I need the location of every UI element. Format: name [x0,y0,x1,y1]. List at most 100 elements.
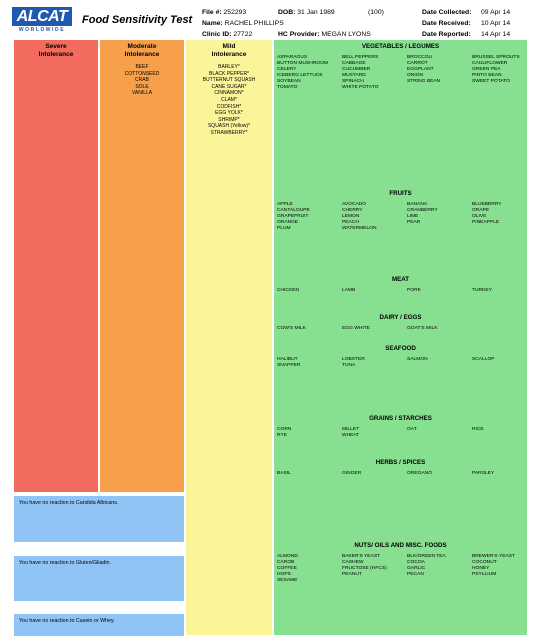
food-item: ALMOND [277,554,298,559]
food-item: COW'S MILK [277,326,306,331]
section-title-dairy-eggs: DAIRY / EGGS [379,314,422,321]
patient-name: RACHEL PHILLIPS [224,20,284,27]
food-item: PEANUT [342,572,362,577]
date-received: 10 Apr 14 [481,20,511,27]
logo-subtitle: WORLDWIDE [18,27,66,33]
food-item: STRING BEAN [407,79,441,84]
food-item: HOPS [277,572,291,577]
section-items-herbs-spices: BASIL GINGER OREGANO PARSLEY [277,471,527,477]
food-item: PORK [407,288,421,293]
food-item: MUSTARD [342,73,366,78]
section-items-fruits: APPLE AVOCADO BANANA BLUEBERRY CANTALOUPE CHE… [277,202,527,232]
food-item: OREGANO [407,471,433,476]
provider-label: HC Provider: MEGAN LYONS [278,31,371,38]
food-item: OAT [407,427,417,432]
food-item: CORN [277,427,292,432]
candida-note: You have no reaction to Candida Albicans… [14,496,184,542]
code-value: (100) [368,9,384,16]
food-item: PEAR [407,220,421,225]
food-item: COCONUT [472,560,497,565]
acceptable-foods-column: VEGETABLES / LEGUMES ASPARAGUS BELL PEPPER… [274,40,527,635]
food-item: PINEAPPLE [472,220,500,225]
mild-food-item: BARLEY* [218,64,240,70]
food-item: PEACH [342,220,359,225]
moderate-food-item: CRAB [135,77,149,84]
casein-note: You have no reaction to Casein or Whey. [14,614,184,636]
food-item: RYE [277,433,287,438]
mild-food-list: BARLEY* BLACK PEPPER* BUTTERNUT SQUASH CANE… [186,64,272,137]
food-item: OLIVE [472,214,487,219]
report-title: Food Sensitivity Test [82,14,193,26]
date-reported-label: Date Reported: [422,31,471,38]
food-item: SPINACH [342,79,364,84]
food-item: SOYBEAN [277,79,301,84]
food-item: MILLET [342,427,360,432]
dob-label: DOB: 31 Jan 1989 [278,9,335,16]
section-title-nuts-oils-and-misc-foods: NUTS/ OILS AND MISC. FOODS [354,542,447,549]
mild-food-item: CLAM* [221,96,237,103]
food-item: HALIBUT [277,357,298,362]
moderate-intolerance-column: Moderate Intolerance BEEF COTTONSEED CRAB S… [100,40,184,492]
food-item: HONEY [472,566,490,571]
food-item: SWEET POTATO [472,79,510,84]
food-item: BANANA [407,202,428,207]
food-item: FRUCTOSE (HFCS) [342,566,387,571]
provider-name: MEGAN LYONS [321,31,371,38]
date-collected-label: Date Collected: [422,9,472,16]
food-item: PARSLEY [472,471,495,476]
food-item: SNAPPER [277,363,301,368]
food-item: BASIL [277,471,291,476]
gluten-note: You have no reaction to Gluten/Gliadin. [14,556,184,601]
food-item: SESAME [277,578,298,583]
food-item: CUCUMBER [342,67,371,72]
moderate-food-item: COTTONSEED [124,70,160,77]
section-items-seafood: HALIBUT LOBSTER SALMON SCALLOP SNAPPER TUNA [277,357,527,369]
alcat-logo: ALCAT [12,7,72,26]
food-item: COCOA [407,560,425,565]
section-title-vegetables-legumes: VEGETABLES / LEGUMES [361,43,440,50]
food-item: AVOCADO [342,202,367,207]
patient-name-label: Name: RACHEL PHILLIPS [202,20,284,27]
food-item: TURKEY [472,288,492,293]
section-title-meat: MEAT [391,276,410,283]
food-item: BUTTON MUSHROOM [277,61,328,66]
mild-food-item: SQUASH (Yellow)* [207,123,251,130]
date-received-label: Date Received: [422,20,471,27]
file-number-label: File #: 252293 [202,9,247,16]
mild-column-header: Mild Intolerance [211,43,247,58]
moderate-food-item: SOLE [135,83,149,90]
mild-intolerance-column: Mild Intolerance BARLEY* BLACK PEPPER* BUT… [186,40,272,635]
food-item: BLK/GREEN TEA [407,554,446,559]
food-item: EGG WHITE [342,326,370,331]
food-item: BREWER'S YEAST [472,554,515,559]
section-items-meat: CHICKEN LAMB PORK TURKEY [277,288,527,294]
food-item: EGGPLANT [407,67,434,72]
food-item: GINGER [342,471,362,476]
food-item: COFFEE [277,566,297,571]
mild-food-item: CODFISH* [216,103,242,110]
section-title-seafood: SEAFOOD [385,345,416,352]
food-item: ICEBERG LETTUCE [277,73,323,78]
food-item: GOAT'S MILK [407,326,438,331]
food-item: SCALLOP [472,357,495,362]
food-item: BAKER'S YEAST [342,554,381,559]
food-item: ORANGE [277,220,299,225]
food-item: CRANBERRY [407,208,438,213]
food-item: ONION [407,73,424,78]
food-item: CHICKEN [277,288,300,293]
food-item: PECAN [407,572,424,577]
mild-food-item: CINNAMON* [214,90,244,97]
food-item: PLUM [277,226,291,231]
food-item: PINTO BEAN [472,73,502,78]
food-item: GRAPE [472,208,490,213]
food-item: LAMB [342,288,356,293]
mild-food-item: BUTTERNUT SQUASH [202,77,256,84]
severe-column-header: Severe Intolerance [38,43,74,58]
food-item: RICE [472,427,484,432]
food-item: TOMATO [277,85,298,90]
severe-intolerance-column: Severe Intolerance [14,40,98,492]
clinic-id: 27722 [233,31,253,38]
section-items-dairy-eggs: COW'S MILK EGG WHITE GOAT'S MILK [277,326,527,332]
food-item: PSYLLIUM [472,572,497,577]
food-item: BELL PEPPERS [342,55,379,60]
